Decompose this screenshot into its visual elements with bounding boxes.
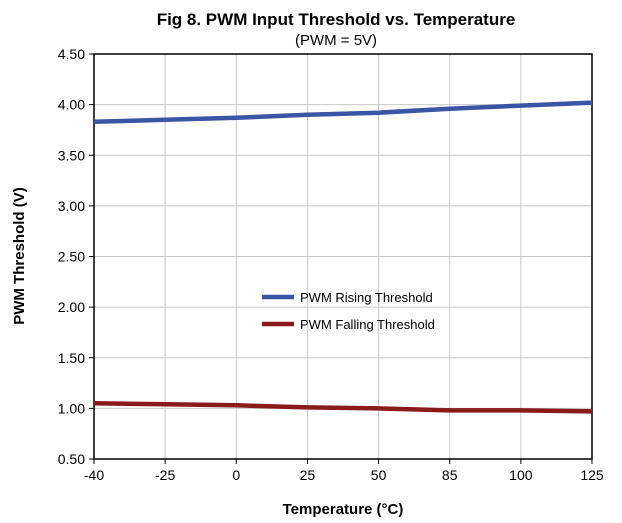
- y-tick-label: 2.50: [58, 249, 85, 265]
- series-layer: [93, 100, 593, 414]
- legend: PWM Rising Threshold PWM Falling Threshol…: [262, 290, 435, 332]
- y-tick-label: 1.50: [58, 350, 85, 366]
- series-line-rising: [93, 100, 593, 125]
- x-axis-label: Temperature (°C): [283, 501, 404, 518]
- y-axis-label: PWM Threshold (V): [11, 187, 28, 325]
- x-tick-label: 125: [580, 467, 604, 483]
- y-tick-label: 4.00: [58, 97, 85, 113]
- x-axis-ticks: -40 -25 0 25 50 85 100 125: [84, 459, 604, 483]
- x-tick-label: -25: [155, 467, 175, 483]
- y-tick-label: 1.00: [58, 400, 85, 416]
- series-line-falling: [93, 401, 593, 414]
- y-tick-label: 3.50: [58, 147, 85, 163]
- x-tick-label: 0: [232, 467, 240, 483]
- legend-label: PWM Rising Threshold: [300, 290, 433, 305]
- y-tick-label: 0.50: [58, 451, 85, 467]
- x-tick-label: 85: [442, 467, 458, 483]
- y-tick-label: 4.50: [58, 46, 85, 62]
- x-tick-label: 100: [509, 467, 533, 483]
- legend-label: PWM Falling Threshold: [300, 317, 435, 332]
- chart-title: Fig 8. PWM Input Threshold vs. Temperatu…: [157, 10, 516, 29]
- x-tick-label: 25: [300, 467, 316, 483]
- chart-subtitle: (PWM = 5V): [295, 32, 377, 49]
- x-tick-label: 50: [371, 467, 387, 483]
- x-tick-label: -40: [84, 467, 104, 483]
- y-tick-label: 3.00: [58, 198, 85, 214]
- y-axis-ticks: 0.50 1.00 1.50 2.00 2.50 3.00 3.50 4.00 4.50: [58, 46, 94, 467]
- y-tick-label: 2.00: [58, 299, 85, 315]
